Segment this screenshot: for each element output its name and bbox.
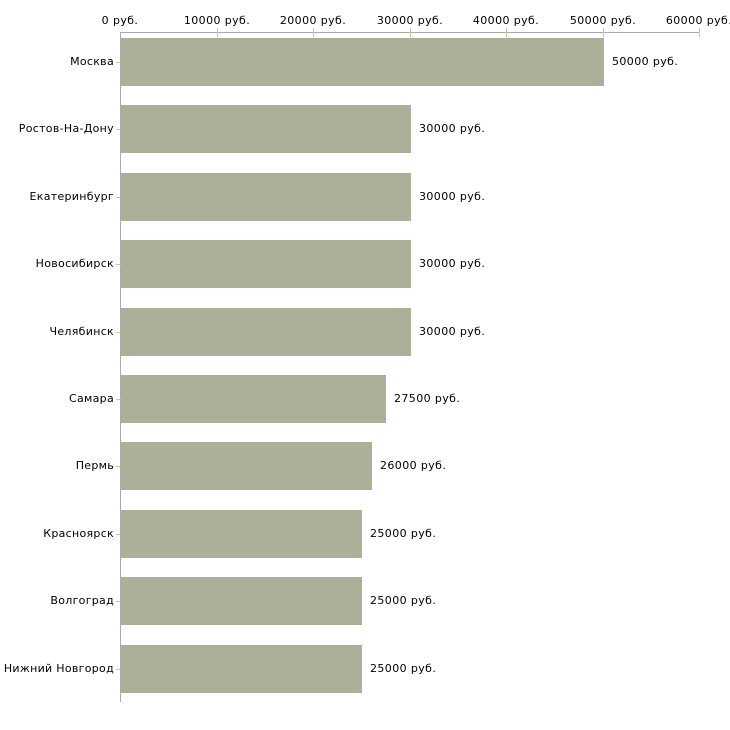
x-axis-tick-label: 20000 руб. xyxy=(279,14,347,27)
value-label: 30000 руб. xyxy=(419,257,486,270)
value-label: 25000 руб. xyxy=(370,662,437,675)
x-axis-tick-label: 0 руб. xyxy=(101,14,139,27)
x-axis-tick-label: 40000 руб. xyxy=(472,14,540,27)
value-label: 27500 руб. xyxy=(394,392,461,405)
y-axis-tick xyxy=(116,264,121,265)
x-axis-tick-label: 60000 руб. xyxy=(665,14,730,27)
bar xyxy=(121,173,411,221)
bar xyxy=(121,308,411,356)
y-axis-tick xyxy=(116,399,121,400)
value-label: 26000 руб. xyxy=(380,459,447,472)
y-axis-line xyxy=(120,32,121,702)
x-axis-tick xyxy=(603,28,604,37)
value-label: 25000 руб. xyxy=(370,527,437,540)
bar xyxy=(121,645,362,693)
category-label: Челябинск xyxy=(49,325,114,338)
value-label: 25000 руб. xyxy=(370,594,437,607)
y-axis-tick xyxy=(116,669,121,670)
bar xyxy=(121,375,386,423)
bar xyxy=(121,577,362,625)
value-label: 50000 руб. xyxy=(612,55,679,68)
x-axis-tick-label: 10000 руб. xyxy=(183,14,251,27)
x-axis-tick xyxy=(699,28,700,37)
bar xyxy=(121,442,372,490)
category-label: Самара xyxy=(69,392,114,405)
value-label: 30000 руб. xyxy=(419,325,486,338)
bar xyxy=(121,510,362,558)
x-axis-tick xyxy=(506,28,507,37)
category-label: Красноярск xyxy=(43,527,114,540)
y-axis-tick xyxy=(116,129,121,130)
y-axis-tick xyxy=(116,601,121,602)
bar xyxy=(121,38,604,86)
y-axis-tick xyxy=(116,466,121,467)
value-label: 30000 руб. xyxy=(419,190,486,203)
y-axis-tick xyxy=(116,62,121,63)
bar xyxy=(121,105,411,153)
category-label: Новосибирск xyxy=(35,257,114,270)
y-axis-tick xyxy=(116,332,121,333)
value-label: 30000 руб. xyxy=(419,122,486,135)
category-label: Ростов-На-Дону xyxy=(18,122,114,135)
category-label: Екатеринбург xyxy=(29,190,114,203)
y-axis-tick xyxy=(116,197,121,198)
x-axis-tick-label: 30000 руб. xyxy=(376,14,444,27)
x-axis-tick xyxy=(217,28,218,37)
x-axis-tick xyxy=(410,28,411,37)
category-label: Москва xyxy=(70,55,114,68)
y-axis-tick xyxy=(116,534,121,535)
category-label: Пермь xyxy=(75,459,114,472)
x-axis-tick-label: 50000 руб. xyxy=(569,14,637,27)
category-label: Волгоград xyxy=(50,594,114,607)
x-axis-tick xyxy=(313,28,314,37)
bar xyxy=(121,240,411,288)
category-label: Нижний Новгород xyxy=(3,662,114,675)
